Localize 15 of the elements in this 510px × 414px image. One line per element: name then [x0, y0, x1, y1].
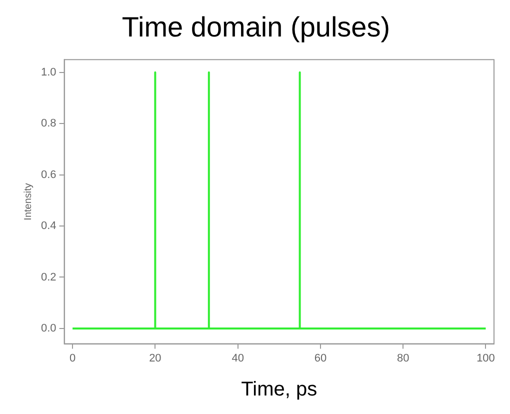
y-tick-label: 0.8 [40, 118, 56, 130]
x-tick-label: 60 [314, 352, 327, 364]
y-tick-label: 0.0 [40, 322, 56, 334]
x-tick-label: 80 [396, 352, 410, 364]
x-tick-label: 100 [476, 352, 495, 364]
y-tick-label: 0.4 [40, 220, 56, 232]
y-tick-label: 0.6 [40, 168, 56, 181]
x-tick-label: 20 [149, 352, 162, 364]
x-axis-title: Time, ps [241, 378, 318, 401]
x-tick-label: 40 [232, 352, 244, 364]
y-axis-title: Intensity [22, 183, 34, 220]
y-tick-label: 1.0 [40, 66, 56, 78]
x-tick-label: 0 [69, 352, 76, 364]
y-tick-label: 0.2 [40, 271, 56, 284]
chart-title: Time domain (pulses) [122, 12, 390, 43]
